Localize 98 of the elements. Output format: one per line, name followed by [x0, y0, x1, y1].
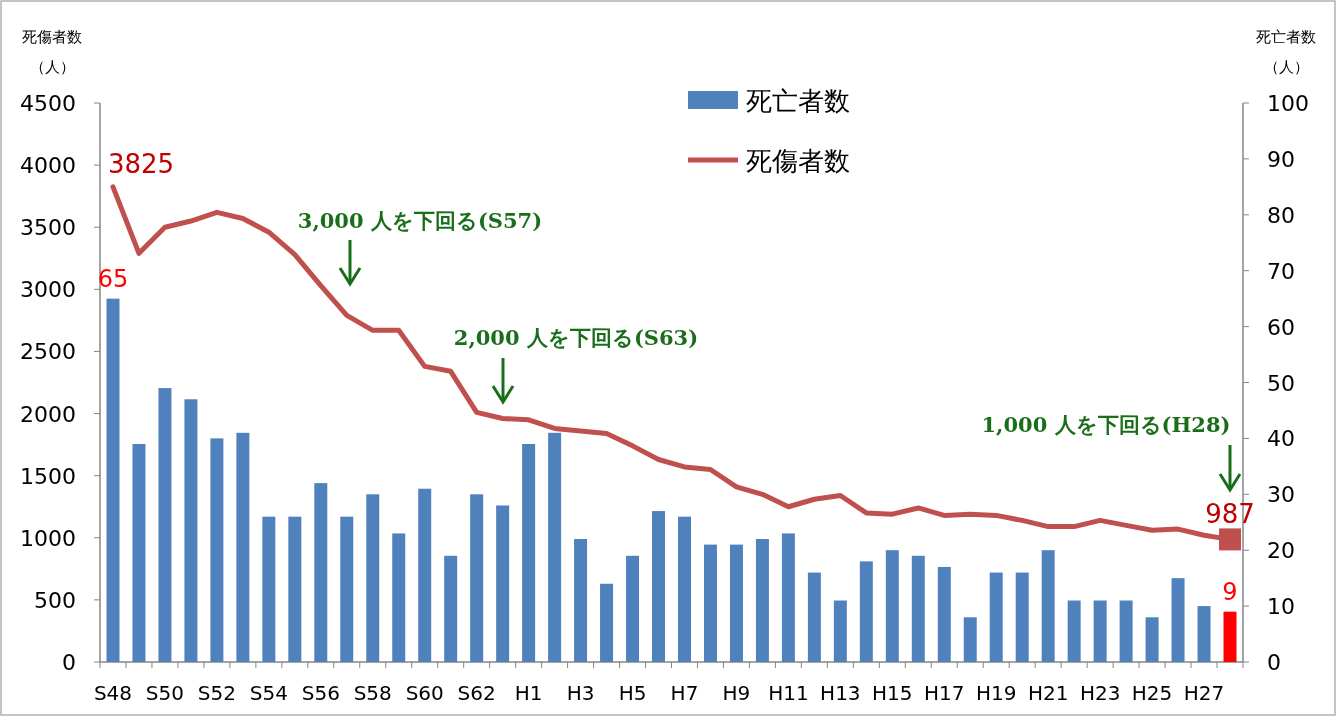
y2-tick-label: 10: [1267, 594, 1295, 620]
y-tick-label: 2500: [20, 339, 76, 365]
bar: [158, 388, 172, 662]
annotation: 3,000 人を下回る(S57): [297, 208, 543, 233]
legend-label: 死傷者数: [746, 146, 850, 176]
y-tick-label: 1500: [20, 463, 76, 489]
y2-tick-label: 0: [1267, 650, 1281, 675]
bar: [1067, 600, 1081, 662]
x-tick-label: S60: [405, 681, 444, 705]
y-tick-label: 3000: [20, 277, 76, 303]
data-label: 9: [1222, 577, 1238, 606]
x-tick-label: S54: [249, 681, 288, 705]
bar: [833, 600, 847, 662]
bar: [781, 533, 795, 662]
bar: [132, 443, 146, 662]
y-axis-title: 死傷者数（人）: [22, 28, 82, 76]
bar: [911, 555, 925, 662]
x-tick-label: S62: [457, 681, 496, 705]
x-tick-label: H19: [975, 681, 1017, 705]
bar: [755, 539, 769, 662]
y2-tick-label: 30: [1267, 482, 1295, 508]
bar: [885, 550, 899, 662]
bar: [522, 443, 536, 662]
legend-label: 死亡者数: [746, 86, 850, 116]
x-tick-label: S50: [145, 681, 185, 705]
y2-tick-label: 100: [1267, 91, 1309, 116]
x-tick-label: S48: [93, 681, 133, 705]
x-tick-label: H5: [618, 681, 647, 705]
data-label: 987: [1205, 499, 1255, 530]
data-label: 65: [97, 264, 129, 293]
x-tick-label: H21: [1027, 681, 1069, 705]
y-tick-label: 4500: [20, 91, 76, 116]
x-tick-label: H1: [514, 681, 543, 705]
y2-tick-label: 50: [1267, 370, 1295, 396]
y-tick-label: 2000: [20, 401, 76, 427]
bar: [652, 511, 666, 662]
x-tick-label: H17: [924, 681, 965, 705]
y2-tick-label: 80: [1267, 202, 1295, 228]
bar: [262, 516, 276, 662]
annotation: 2,000 人を下回る(S63): [453, 325, 699, 350]
bar: [1171, 578, 1185, 662]
x-tick-label: H15: [872, 681, 913, 705]
x-tick-label: S58: [353, 681, 392, 705]
x-tick-label: H25: [1131, 681, 1173, 705]
bar: [418, 488, 432, 662]
bar: [496, 505, 510, 662]
bar: [937, 566, 951, 662]
bar: [1093, 600, 1107, 662]
x-tick-label: H27: [1183, 681, 1225, 705]
x-tick-label: S56: [301, 681, 340, 705]
x-tick-label: H11: [768, 681, 809, 705]
x-tick-label: H13: [820, 681, 861, 705]
bar: [574, 539, 588, 662]
x-tick-label: H7: [670, 681, 699, 705]
x-tick-label: H3: [566, 681, 595, 705]
y2-tick-label: 40: [1267, 426, 1295, 452]
bar: [859, 561, 873, 662]
bar: [1145, 617, 1159, 662]
y2-axis-title: 死亡者数（人）: [1256, 28, 1316, 76]
y2-tick-label: 70: [1267, 258, 1295, 284]
y-tick-label: 500: [34, 587, 76, 613]
bar: [1197, 606, 1211, 662]
y-tick-label: 4000: [20, 153, 76, 179]
bar: [729, 544, 743, 662]
x-tick-label: H9: [722, 681, 751, 705]
bar: [626, 555, 640, 662]
bar: [963, 617, 977, 662]
x-tick-label: H23: [1079, 681, 1121, 705]
x-tick-label: S52: [197, 681, 236, 705]
bar: [340, 516, 354, 662]
bar: [470, 494, 484, 662]
bar: [548, 432, 562, 662]
bar: [600, 583, 614, 662]
bar: [1223, 611, 1237, 662]
bar: [703, 544, 717, 662]
bar: [366, 494, 380, 662]
bar: [1119, 600, 1133, 662]
y2-tick-label: 20: [1267, 538, 1295, 564]
y2-tick-label: 90: [1267, 146, 1295, 172]
annotation: 1,000 人を下回る(H28): [981, 412, 1231, 437]
y-tick-label: 0: [62, 650, 76, 675]
bar: [807, 572, 821, 662]
bar: [184, 399, 198, 662]
bar: [288, 516, 302, 662]
bar: [236, 432, 250, 662]
bar: [1015, 572, 1029, 662]
bar: [106, 298, 120, 662]
bar: [444, 555, 458, 662]
bar: [210, 438, 224, 662]
bar: [677, 516, 691, 662]
y-tick-label: 1000: [20, 525, 76, 551]
data-label: 3825: [107, 148, 175, 179]
bar: [989, 572, 1003, 662]
bar: [314, 483, 328, 662]
y2-tick-label: 60: [1267, 314, 1295, 340]
bar: [1041, 550, 1055, 662]
bar: [392, 533, 406, 662]
y-tick-label: 3500: [20, 215, 76, 241]
